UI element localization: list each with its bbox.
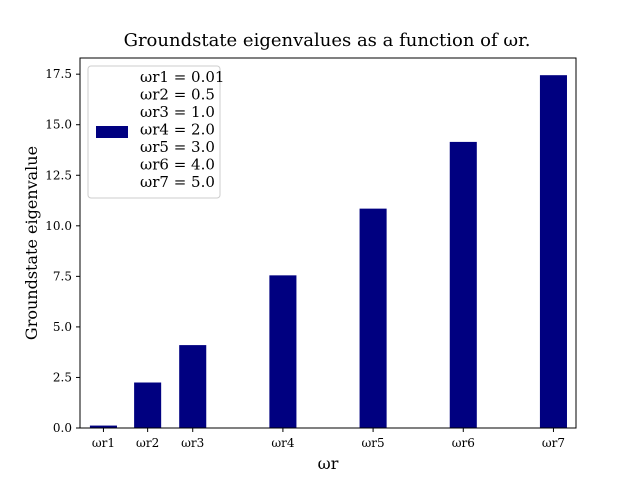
y-tick-label: 2.5 [53, 370, 72, 384]
bars-group [89, 75, 567, 428]
y-tick-label: 0.0 [53, 421, 72, 435]
legend-entry: ωr2 = 0.5 [140, 86, 215, 104]
legend-entry: ωr1 = 0.01 [140, 68, 224, 86]
x-tick-label: ωr7 [542, 436, 565, 450]
y-axis-label: Groundstate eigenvalue [22, 146, 41, 340]
y-tick-label: 12.5 [45, 168, 72, 182]
bar-7 [539, 75, 567, 428]
legend-entry: ωr3 = 1.0 [140, 103, 215, 121]
y-tick-label: 15.0 [45, 118, 72, 132]
x-tick-label: ωr5 [362, 436, 385, 450]
bar-4 [269, 275, 297, 428]
x-tick-label: ωr2 [136, 436, 159, 450]
y-tick-label: 5.0 [53, 320, 72, 334]
legend-entry: ωr4 = 2.0 [140, 121, 215, 139]
chart-title: Groundstate eigenvalues as a function of… [124, 30, 531, 51]
x-tick-label: ωr4 [271, 436, 295, 450]
legend-swatch [96, 126, 128, 138]
bar-2 [134, 382, 162, 428]
x-tick-label: ωr3 [181, 436, 204, 450]
legend-entry: ωr7 = 5.0 [140, 173, 215, 191]
x-axis: ωr1 ωr2 ωr3 ωr4 ωr5 ωr6 ωr7 [92, 428, 565, 450]
legend-entry: ωr5 = 3.0 [140, 138, 215, 156]
plot-frame [79, 57, 577, 429]
bar-6 [449, 141, 477, 428]
bar-3 [179, 345, 207, 428]
bar-1 [89, 425, 117, 428]
y-tick-label: 10.0 [45, 219, 72, 233]
x-tick-label: ωr1 [92, 436, 115, 450]
bar-5 [359, 208, 387, 428]
x-axis-label: ωr [318, 454, 339, 473]
y-axis: 0.0 2.5 5.0 7.5 10.0 12.5 15.0 17.5 [45, 67, 80, 435]
legend-entry: ωr6 = 4.0 [140, 156, 215, 174]
x-tick-label: ωr6 [452, 436, 475, 450]
y-tick-label: 17.5 [45, 67, 72, 81]
y-tick-label: 7.5 [53, 269, 72, 283]
legend-box [87, 65, 221, 199]
